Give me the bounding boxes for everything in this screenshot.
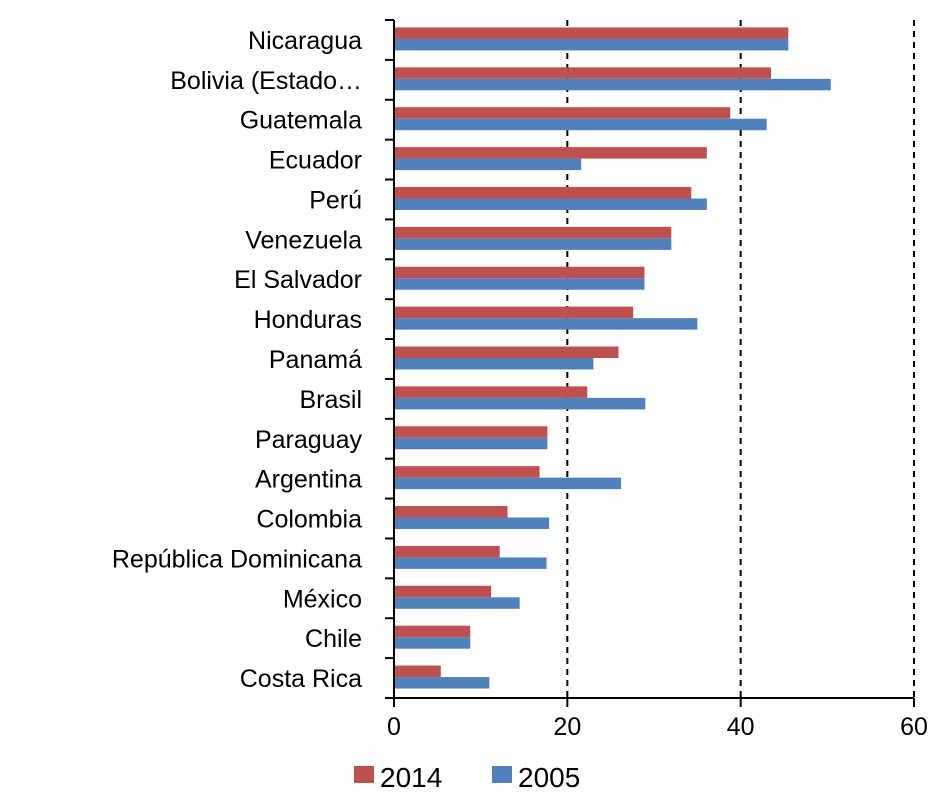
bar-2014-13 [394, 545, 500, 558]
category-labels: Nicaragua Bolivia (Estado… Guatemala Ecuado… [112, 27, 363, 693]
bar-2005-9 [394, 397, 646, 410]
category-label: Honduras [254, 306, 362, 334]
bar-2005-11 [394, 477, 622, 490]
bar-2005-16 [394, 677, 490, 689]
bar-2014-2 [394, 107, 731, 119]
bar-2005-3 [394, 158, 582, 171]
x-tick-label: 60 [900, 713, 928, 741]
bar-2014-11 [394, 466, 540, 478]
bar-2014-6 [394, 266, 645, 279]
x-tick-label: 20 [553, 713, 581, 741]
bar-2005-4 [394, 198, 707, 210]
bar-2005-12 [394, 517, 550, 530]
bar-2005-6 [394, 278, 645, 290]
bar-2005-10 [394, 437, 548, 450]
bar-2005-8 [394, 358, 594, 370]
bar-2005-1 [394, 78, 831, 91]
bar-2005-2 [394, 118, 767, 131]
gridlines [566, 20, 915, 698]
category-label: Paraguay [255, 426, 363, 454]
bar-2005-7 [394, 318, 698, 330]
category-label: Colombia [256, 506, 362, 534]
bar-2014-4 [394, 186, 692, 199]
bar-2014-8 [394, 346, 619, 358]
axes [385, 19, 915, 707]
bar-2014-7 [394, 306, 634, 319]
bar-2014-3 [394, 147, 707, 159]
bar-2014-0 [394, 27, 789, 39]
tick-labels: 0 20 40 60 [387, 713, 928, 741]
bar-2005-13 [394, 557, 547, 569]
legend-label-2005: 2005 [518, 762, 580, 792]
bar-2005-5 [394, 238, 672, 250]
category-label: México [283, 585, 362, 613]
category-label: El Salvador [234, 266, 362, 294]
bar-2014-12 [394, 506, 508, 518]
bar-2014-1 [394, 67, 771, 79]
category-label: Bolivia (Estado… [170, 67, 362, 95]
legend-swatch-2005 [492, 766, 512, 783]
bar-2005-15 [394, 637, 471, 649]
x-tick-label: 40 [727, 713, 755, 741]
category-label: Perú [309, 186, 362, 214]
bar-2014-16 [394, 665, 441, 678]
bar-2014-14 [394, 585, 492, 598]
bar-2014-5 [394, 226, 672, 239]
bar-2014-15 [394, 625, 471, 638]
category-label: Chile [305, 625, 362, 653]
category-label: Panamá [269, 346, 362, 374]
bar-2005-14 [394, 597, 520, 609]
category-label: Costa Rica [240, 665, 362, 693]
bar-2014-10 [394, 426, 548, 438]
category-label: Nicaragua [248, 27, 362, 55]
legend-swatch-2014 [354, 766, 374, 783]
category-label: Guatemala [240, 107, 362, 135]
legend: 2014 2005 [354, 762, 580, 792]
x-tick-label: 0 [387, 713, 401, 741]
bar-2005-0 [394, 38, 789, 51]
category-label: Argentina [255, 466, 362, 494]
category-label: República Dominicana [112, 545, 362, 573]
bar-2014-9 [394, 386, 588, 398]
bars [394, 27, 831, 689]
legend-label-2014: 2014 [380, 762, 442, 792]
category-label: Ecuador [269, 147, 362, 175]
category-label: Venezuela [245, 226, 362, 254]
category-label: Brasil [299, 386, 362, 414]
